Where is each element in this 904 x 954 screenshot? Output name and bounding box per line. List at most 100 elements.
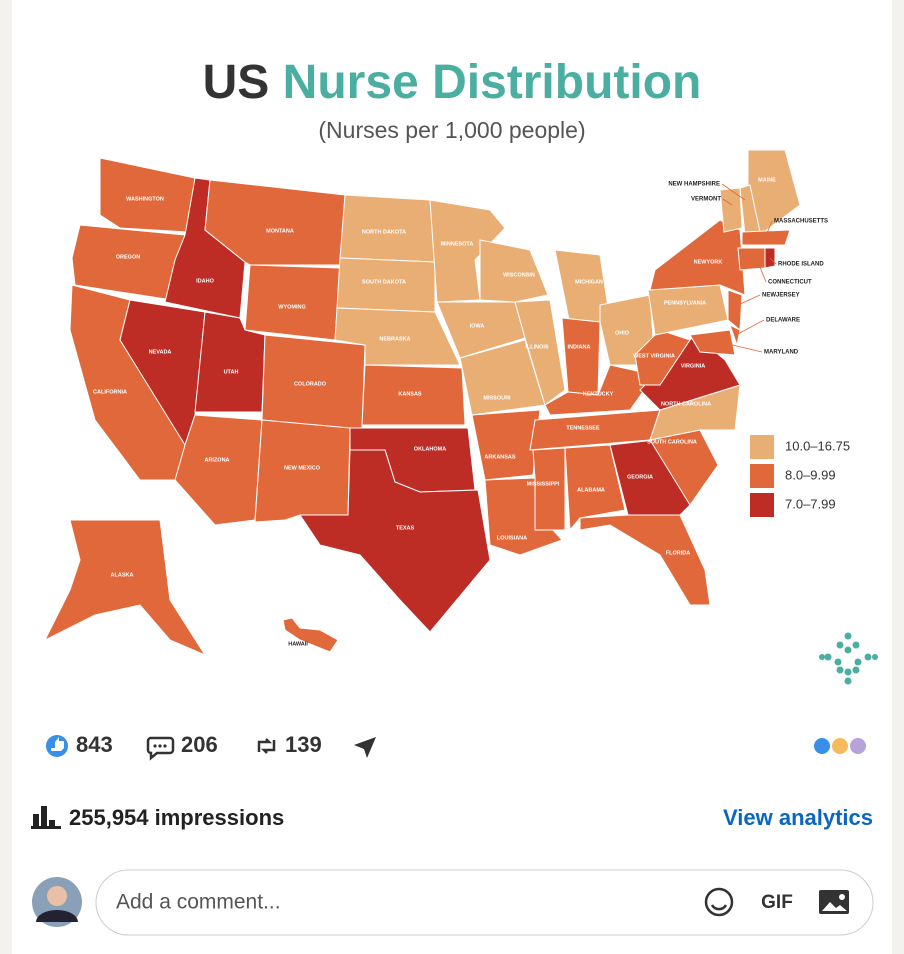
state-label: MONTANA bbox=[266, 228, 294, 234]
state bbox=[71, 224, 186, 301]
callout-line bbox=[722, 198, 733, 206]
state bbox=[361, 364, 466, 426]
legend-swatch bbox=[750, 464, 774, 488]
state-label: GEORGIA bbox=[627, 474, 653, 480]
state-label: INDIANA bbox=[568, 344, 591, 350]
state bbox=[649, 219, 746, 296]
state bbox=[689, 329, 736, 356]
state-label: NEVADA bbox=[149, 349, 172, 355]
state-label: NEWJERSEY bbox=[762, 293, 800, 299]
callout-line bbox=[757, 261, 767, 283]
map-title: US Nurse Distribution bbox=[203, 56, 702, 109]
image-button[interactable] bbox=[819, 890, 849, 914]
callout-line bbox=[719, 341, 763, 353]
state-label: MISSOURI bbox=[483, 395, 511, 401]
comment-count: 206 bbox=[181, 732, 218, 757]
state-label: SOUTH CAROLINA bbox=[647, 439, 697, 445]
legend: 10.0–16.75 8.0–9.99 7.0–7.99 bbox=[750, 435, 850, 517]
state-label: NEW HAMPSHIRE bbox=[668, 182, 720, 188]
state-label: IOWA bbox=[470, 323, 485, 329]
state-label: IDAHO bbox=[196, 278, 214, 284]
impressions-icon bbox=[31, 806, 61, 829]
state-label: HAWAII bbox=[288, 641, 308, 647]
state bbox=[43, 519, 207, 657]
state bbox=[741, 229, 791, 246]
reaction-count: 843 bbox=[76, 732, 113, 757]
state bbox=[719, 187, 743, 233]
logo bbox=[819, 632, 878, 685]
callout-line bbox=[764, 220, 773, 239]
state bbox=[299, 449, 491, 633]
state-label: ILLINOIS bbox=[525, 344, 549, 350]
map: WASHINGTON OREGON CALIFORNIA NEVADA IDAHO MON… bbox=[43, 149, 828, 657]
legend-swatch bbox=[750, 435, 774, 459]
comment-button[interactable] bbox=[146, 736, 175, 761]
state-label: VIRGINIA bbox=[681, 363, 705, 369]
state-label: MISSISSIPPI bbox=[527, 481, 560, 487]
state bbox=[561, 317, 601, 396]
legend-label: 10.0–16.75 bbox=[785, 438, 850, 453]
state-label: KENTUCKY bbox=[583, 391, 614, 397]
view-analytics-link[interactable]: View analytics bbox=[723, 805, 873, 830]
reaction-icons bbox=[812, 736, 868, 756]
state-label: ARIZONA bbox=[204, 457, 229, 463]
state-label: OKLAHOMA bbox=[414, 446, 446, 452]
state-label: NEBRASKA bbox=[379, 336, 410, 342]
state-label: MICHIGAN bbox=[575, 279, 603, 285]
state bbox=[244, 264, 341, 341]
state-label: COLORADO bbox=[294, 381, 327, 387]
state-label: WEST VIRGINIA bbox=[633, 353, 675, 359]
state bbox=[729, 324, 741, 347]
state-label: NORTH DAKOTA bbox=[362, 229, 406, 235]
state-label: TEXAS bbox=[396, 525, 415, 531]
state bbox=[471, 409, 541, 481]
title-highlight: Nurse Distribution bbox=[283, 56, 702, 109]
title-prefix: US bbox=[203, 56, 270, 109]
state bbox=[564, 444, 626, 532]
repost-button[interactable] bbox=[257, 738, 276, 754]
callout-line bbox=[737, 294, 761, 306]
state-label: MINNESOTA bbox=[441, 241, 474, 247]
state bbox=[579, 514, 711, 606]
comment-placeholder: Add a comment... bbox=[116, 891, 281, 914]
state-label: MARYLAND bbox=[764, 350, 799, 356]
state-label: WYOMING bbox=[278, 304, 306, 310]
gif-button[interactable]: GIF bbox=[761, 892, 793, 913]
legend-label: 7.0–7.99 bbox=[785, 496, 836, 511]
impressions: 255,954 impressions bbox=[69, 805, 284, 830]
state bbox=[479, 239, 549, 303]
state bbox=[599, 294, 656, 366]
state-label: KANSAS bbox=[398, 391, 422, 397]
state-label: OHIO bbox=[615, 330, 630, 336]
state-label: RHODE ISLAND bbox=[778, 262, 824, 268]
state-label: DELAWARE bbox=[766, 318, 800, 324]
state-label: MASSACHUSETTS bbox=[774, 219, 828, 225]
state-label: CALIFORNIA bbox=[93, 389, 127, 395]
state bbox=[282, 617, 339, 653]
state-label: MAINE bbox=[758, 177, 776, 183]
like-button[interactable] bbox=[46, 735, 68, 757]
state bbox=[737, 247, 766, 271]
callout-line bbox=[735, 319, 765, 336]
state bbox=[514, 299, 566, 406]
state bbox=[544, 364, 656, 416]
state-label: ALABAMA bbox=[577, 487, 605, 493]
state-label: WISCONSIN bbox=[503, 272, 535, 278]
comment-input[interactable] bbox=[95, 869, 874, 936]
state-label: SOUTH DAKOTA bbox=[362, 279, 406, 285]
send-button[interactable] bbox=[354, 737, 376, 758]
state-label: ALASKA bbox=[111, 572, 134, 578]
state-label: PENNSYLVANIA bbox=[664, 300, 706, 306]
map-subtitle: (Nurses per 1,000 people) bbox=[318, 117, 585, 143]
state-label: NORTH CAROLINA bbox=[661, 401, 711, 407]
emoji-button[interactable] bbox=[704, 887, 734, 917]
state-label: VERMONT bbox=[691, 197, 721, 203]
state bbox=[609, 439, 691, 516]
state-label: ARKANSAS bbox=[484, 454, 516, 460]
state-label: UTAH bbox=[224, 369, 239, 375]
repost-count: 139 bbox=[285, 732, 322, 757]
state-label: NEW MEXICO bbox=[284, 465, 321, 471]
state-label: CONNECTICUT bbox=[768, 280, 812, 286]
state-label: WASHINGTON bbox=[126, 196, 164, 202]
